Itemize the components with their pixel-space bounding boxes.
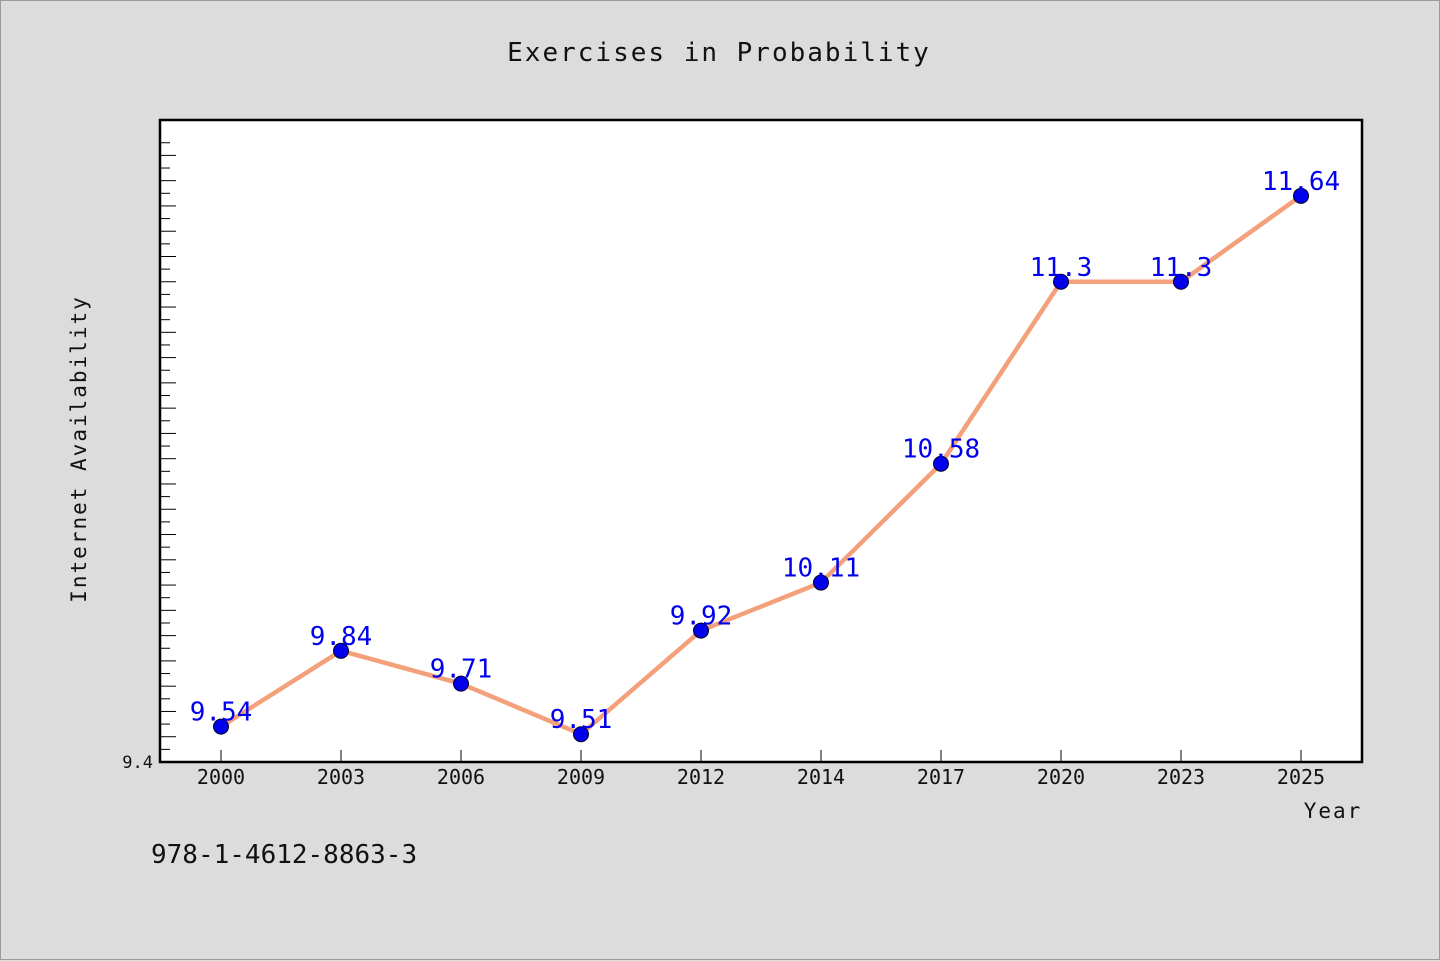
data-label: 10.11 [782, 554, 860, 584]
x-tick-label: 2017 [917, 765, 965, 789]
data-point [813, 574, 829, 591]
x-axis-label: Year [1304, 799, 1363, 823]
series-group: 9.54 9.84 9.71 9.51 9.92 10.11 10.58 11.3 11.3 11… [190, 167, 1340, 743]
x-tick-label: 2020 [1037, 765, 1085, 789]
x-tick-label: 2025 [1277, 765, 1325, 789]
data-label: 11.3 [1030, 253, 1093, 283]
x-tick-label: 2023 [1157, 765, 1205, 789]
series-line [218, 193, 1304, 737]
data-point [693, 622, 709, 639]
data-point [333, 642, 349, 659]
y-axis-ticks: 9.4 [122, 142, 176, 773]
y-axis-label: Internet Availability [67, 295, 91, 603]
chart-title: Exercises in Probability [507, 38, 931, 68]
data-point [1293, 187, 1309, 204]
data-label: 9.51 [550, 705, 613, 735]
data-label: 10.58 [902, 435, 980, 465]
data-point [1173, 273, 1189, 290]
data-point [933, 455, 949, 472]
x-axis-ticks: 2000 2003 2006 2009 2012 2014 2017 2020 2023 2025 [197, 750, 1325, 789]
x-tick-label: 2012 [677, 765, 725, 789]
plot-area [158, 118, 1364, 764]
data-point [573, 726, 589, 743]
data-label: 9.54 [190, 698, 253, 728]
data-point [213, 718, 229, 735]
data-point [453, 675, 469, 692]
data-point [1053, 273, 1069, 290]
x-tick-label: 2014 [797, 765, 845, 789]
data-label: 11.3 [1150, 253, 1213, 283]
x-tick-label: 2000 [197, 765, 245, 789]
y-tick-label: 9.4 [122, 753, 153, 773]
x-tick-label: 2009 [557, 765, 605, 789]
x-tick-label: 2006 [437, 765, 485, 789]
data-label: 11.64 [1262, 167, 1340, 197]
isbn-text: 978-1-4612-8863-3 [151, 840, 417, 870]
data-label: 9.84 [310, 622, 373, 652]
data-label: 9.71 [430, 655, 493, 685]
data-label: 9.92 [670, 602, 733, 632]
x-tick-label: 2003 [317, 765, 365, 789]
